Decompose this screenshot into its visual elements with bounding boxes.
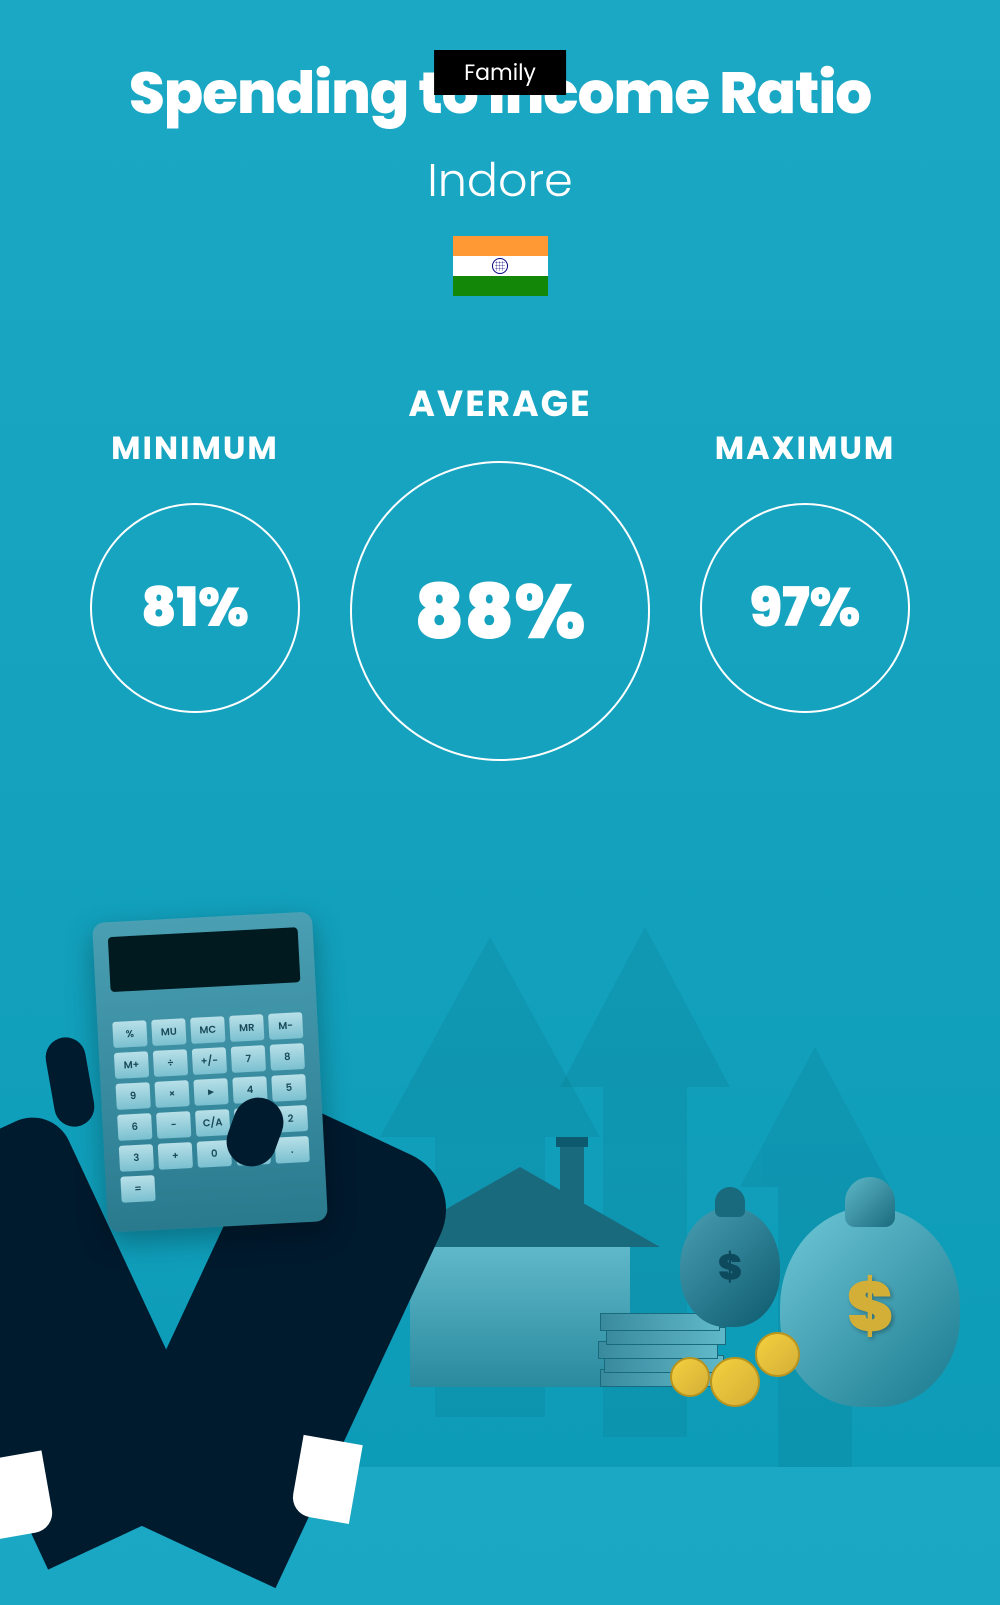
maximum-label: MAXIMUM <box>700 425 910 473</box>
calculator-key: % <box>112 1020 147 1048</box>
dollar-sign-icon: $ <box>847 1254 894 1360</box>
stats-row: MINIMUM 81% AVERAGE 88% MAXIMUM 97% <box>0 376 1000 761</box>
calculator-key: × <box>154 1080 189 1108</box>
minimum-label: MINIMUM <box>90 425 300 473</box>
stat-minimum: MINIMUM 81% <box>90 425 300 713</box>
average-label: AVERAGE <box>350 376 650 431</box>
calculator-key: . <box>275 1136 310 1164</box>
calculator-key: MR <box>229 1014 264 1042</box>
calculator-key: 3 <box>119 1144 154 1172</box>
average-circle: 88% <box>350 461 650 761</box>
calculator-key: +/- <box>192 1047 227 1075</box>
finance-illustration: $ $ %MUMCMRM-M+÷+/-789×►456−C/A123+000.= <box>0 867 1000 1467</box>
calculator-key: MC <box>190 1016 225 1044</box>
stat-maximum: MAXIMUM 97% <box>700 425 910 713</box>
up-arrow-icon <box>560 927 730 1087</box>
calculator-key: M+ <box>114 1051 149 1079</box>
calculator-key: ► <box>193 1078 228 1106</box>
maximum-value: 97% <box>750 567 861 648</box>
stat-average: AVERAGE 88% <box>350 376 650 761</box>
maximum-circle: 97% <box>700 503 910 713</box>
calculator-key: MU <box>151 1018 186 1046</box>
category-tag: Family <box>434 50 566 95</box>
calculator-icon: %MUMCMRM-M+÷+/-789×►456−C/A123+000.= <box>92 911 328 1232</box>
dollar-sign-icon: $ <box>718 1240 742 1295</box>
calculator-key: 9 <box>115 1082 150 1110</box>
india-flag-icon <box>453 236 548 296</box>
calculator-keys: %MUMCMRM-M+÷+/-789×►456−C/A123+000.= <box>112 1012 311 1203</box>
calculator-key: 5 <box>271 1074 306 1102</box>
minimum-circle: 81% <box>90 503 300 713</box>
location-subtitle: Indore <box>0 147 1000 216</box>
calculator-key: 8 <box>270 1043 305 1071</box>
calculator-screen <box>108 927 301 992</box>
calculator-key: M- <box>268 1012 303 1040</box>
small-moneybag-icon: $ <box>680 1207 780 1327</box>
hands-holding-calculator-icon: %MUMCMRM-M+÷+/-789×►456−C/A123+000.= <box>0 967 420 1467</box>
calculator-key: ÷ <box>153 1049 188 1077</box>
calculator-key: 7 <box>231 1045 266 1073</box>
minimum-value: 81% <box>141 567 249 648</box>
calculator-key: C/A <box>195 1109 230 1137</box>
calculator-key: 6 <box>117 1113 152 1141</box>
calculator-key: − <box>156 1111 191 1139</box>
average-value: 88% <box>414 554 585 669</box>
large-moneybag-icon: $ <box>780 1207 960 1407</box>
up-arrow-icon <box>740 1047 890 1187</box>
calculator-key: + <box>158 1142 193 1170</box>
calculator-key: = <box>120 1175 155 1203</box>
